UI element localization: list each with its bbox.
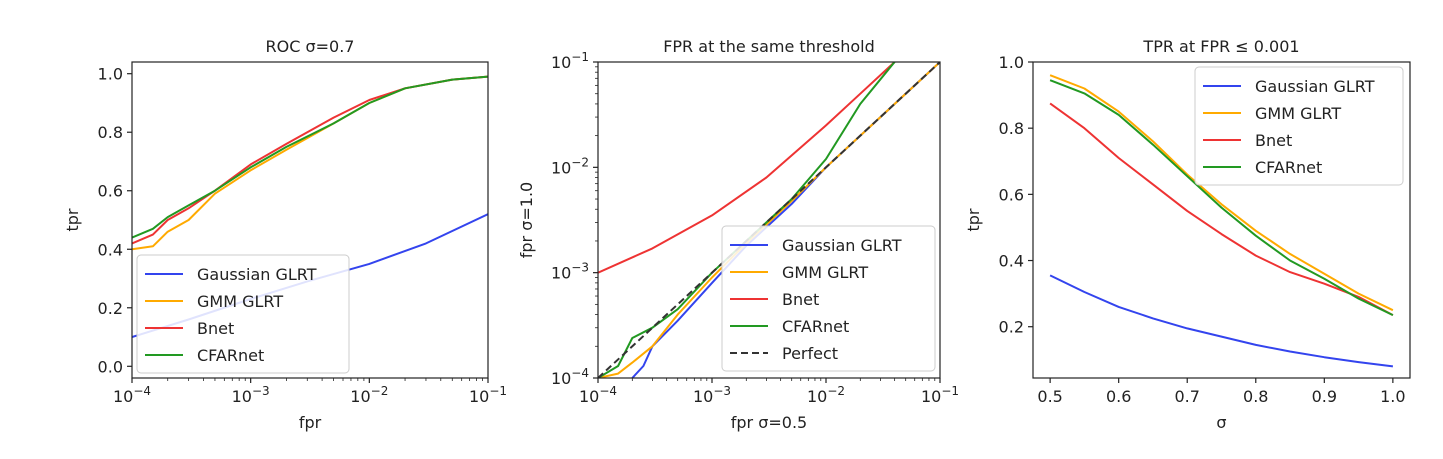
x-tick-label: 0.7: [1175, 387, 1200, 406]
y-tick-label: 10−3: [551, 261, 589, 283]
series-line-bnet: [598, 62, 896, 274]
y-axis-label: tpr: [63, 208, 82, 231]
series-line-gmm-glrt: [132, 75, 488, 251]
y-tick-label: 0.8: [999, 119, 1024, 138]
chart-panel-1: 10−4 10−3 10−2 10−1 0.0 0.2 0.4 0.6 0.8 1.0 ROC σ=…: [63, 37, 507, 432]
y-tick-label: 0.8: [98, 123, 123, 142]
x-tick-label: 10−1: [469, 384, 507, 406]
x-axis-label: fpr σ=0.5: [731, 413, 807, 432]
y-tick-label: 0.4: [98, 240, 123, 259]
x-tick-label: 10−3: [693, 384, 731, 406]
x-tick-label: 10−4: [579, 384, 617, 406]
x-axis-label: σ: [1216, 413, 1226, 432]
axes-frame: [597, 61, 941, 379]
x-tick-label: 10−1: [921, 384, 959, 406]
y-tick-label: 0.6: [98, 182, 123, 201]
legend-label-bnet: Bnet: [782, 290, 819, 309]
series-line-gmm-glrt: [1049, 74, 1394, 312]
chart-title: TPR at FPR ≤ 0.001: [1142, 37, 1299, 56]
legend-label-bnet: Bnet: [1255, 131, 1292, 150]
chart-title: FPR at the same threshold: [663, 37, 875, 56]
x-tick-label: 0.6: [1106, 387, 1131, 406]
y-tick-label: 0.4: [999, 252, 1024, 271]
y-tick-label: 10−4: [551, 366, 589, 388]
legend: Gaussian GLRT GMM GLRT Bnet CFARnet: [1194, 66, 1404, 186]
x-tick-label: 10−2: [807, 384, 845, 406]
legend-label-cfarnet: CFARnet: [1255, 158, 1322, 177]
series-line-cfarnet: [1049, 79, 1394, 317]
legend-label-gaussian-glrt: Gaussian GLRT: [197, 265, 317, 284]
legend-label-gaussian-glrt: Gaussian GLRT: [782, 236, 902, 255]
y-axis-label: fpr σ=1.0: [517, 182, 536, 258]
series-line-bnet: [1049, 102, 1394, 316]
x-axis-label: fpr: [299, 413, 322, 432]
legend-label-gmm-glrt: GMM GLRT: [197, 292, 283, 311]
y-tick-label: 10−2: [551, 155, 589, 177]
x-tick-label: 0.8: [1243, 387, 1268, 406]
legend-label-gmm-glrt: GMM GLRT: [782, 263, 868, 282]
legend-label-perfect: Perfect: [782, 344, 838, 363]
legend: Gaussian GLRT GMM GLRT Bnet CFARnet Perfect: [721, 225, 936, 372]
y-tick-label: 0.0: [98, 357, 123, 376]
series-line-bnet: [132, 75, 488, 245]
series-line-perfect: [598, 62, 940, 378]
y-tick-label: 1.0: [98, 65, 123, 84]
y-tick-label: 0.2: [98, 299, 123, 318]
series-line-cfarnet: [132, 75, 488, 239]
y-tick-label: 1.0: [999, 53, 1024, 72]
x-tick-label: 0.9: [1312, 387, 1337, 406]
legend-label-bnet: Bnet: [197, 319, 234, 338]
legend: Gaussian GLRT GMM GLRT Bnet CFARnet: [136, 254, 350, 374]
chart-title: ROC σ=0.7: [266, 37, 355, 56]
y-tick-label: 0.2: [999, 318, 1024, 337]
y-axis-label: tpr: [964, 208, 983, 231]
x-tick-label: 10−2: [350, 384, 388, 406]
x-tick-label: 0.5: [1037, 387, 1062, 406]
legend-label-gmm-glrt: GMM GLRT: [1255, 104, 1341, 123]
axes-frame: [1032, 61, 1411, 379]
x-tick-label: 10−4: [113, 384, 151, 406]
y-tick-label: 10−1: [551, 50, 589, 72]
chart-panel-2: 10−4 10−3 10−2 10−1 10−4 10−3 10−2 10−1 FPR at t…: [517, 37, 959, 432]
chart-panel-3: 0.5 0.6 0.7 0.8 0.9 1.0 0.2 0.4 0.6 0.8 1.0 TPR at …: [964, 37, 1411, 432]
axes-frame: [131, 61, 489, 379]
legend-label-cfarnet: CFARnet: [782, 317, 849, 336]
x-tick-label: 10−3: [232, 384, 270, 406]
legend-label-cfarnet: CFARnet: [197, 346, 264, 365]
y-tick-label: 0.6: [999, 185, 1024, 204]
series-line-gaussian-glrt: [1049, 274, 1394, 368]
legend-label-gaussian-glrt: Gaussian GLRT: [1255, 77, 1375, 96]
x-tick-label: 1.0: [1380, 387, 1405, 406]
